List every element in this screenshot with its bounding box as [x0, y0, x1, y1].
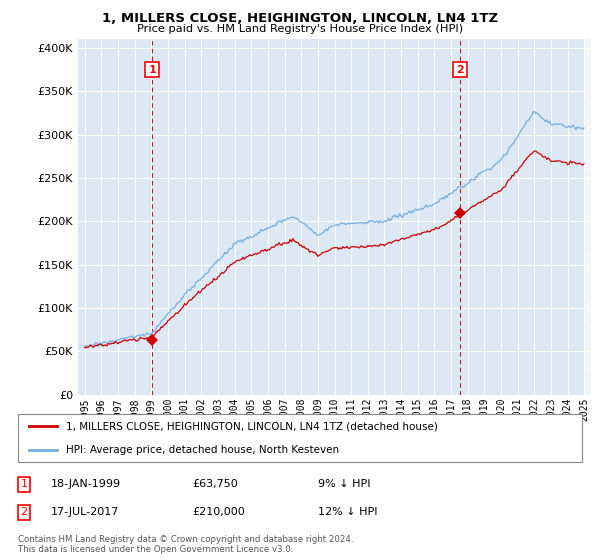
- Text: 2: 2: [456, 64, 464, 74]
- Text: 1: 1: [148, 64, 156, 74]
- Text: Price paid vs. HM Land Registry's House Price Index (HPI): Price paid vs. HM Land Registry's House …: [137, 24, 463, 34]
- Text: Contains HM Land Registry data © Crown copyright and database right 2024.
This d: Contains HM Land Registry data © Crown c…: [18, 535, 353, 554]
- Text: HPI: Average price, detached house, North Kesteven: HPI: Average price, detached house, Nort…: [66, 445, 339, 455]
- Text: £210,000: £210,000: [192, 507, 245, 517]
- Text: 1, MILLERS CLOSE, HEIGHINGTON, LINCOLN, LN4 1TZ (detached house): 1, MILLERS CLOSE, HEIGHINGTON, LINCOLN, …: [66, 421, 438, 431]
- Text: 9% ↓ HPI: 9% ↓ HPI: [318, 479, 371, 489]
- Text: 17-JUL-2017: 17-JUL-2017: [51, 507, 119, 517]
- Text: 12% ↓ HPI: 12% ↓ HPI: [318, 507, 377, 517]
- Text: 1: 1: [20, 479, 28, 489]
- Text: 18-JAN-1999: 18-JAN-1999: [51, 479, 121, 489]
- Text: 1, MILLERS CLOSE, HEIGHINGTON, LINCOLN, LN4 1TZ: 1, MILLERS CLOSE, HEIGHINGTON, LINCOLN, …: [102, 12, 498, 25]
- FancyBboxPatch shape: [18, 414, 582, 462]
- Text: 2: 2: [20, 507, 28, 517]
- Text: £63,750: £63,750: [192, 479, 238, 489]
